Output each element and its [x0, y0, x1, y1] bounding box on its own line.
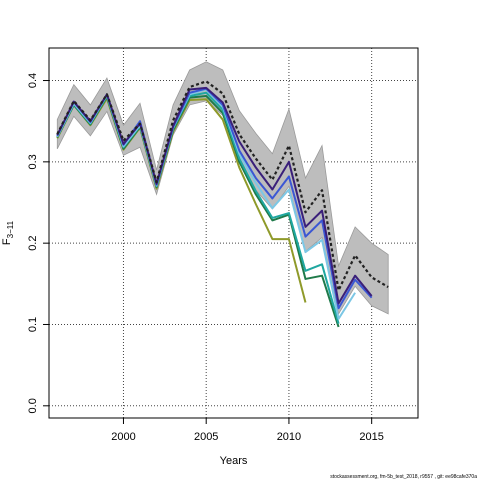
- x-tick-label: 2000: [111, 431, 135, 443]
- series-line-6: [56, 86, 373, 305]
- series-lines: [56, 80, 389, 328]
- y-axis-label-main: F: [1, 238, 13, 245]
- x-axis: 2000 2005 2010 2015: [111, 418, 384, 443]
- y-tick-label: 0.3: [27, 154, 39, 169]
- x-tick-label: 2010: [277, 431, 301, 443]
- y-axis: 0.0 0.1 0.2 0.3 0.4: [27, 73, 49, 413]
- y-tick-label: 0.0: [27, 398, 39, 413]
- y-tick-label: 0.4: [27, 73, 39, 88]
- series-line-7: [56, 80, 389, 292]
- x-tick-label: 2005: [194, 431, 218, 443]
- x-tick-label: 2015: [359, 431, 383, 443]
- plot-frame: [48, 47, 419, 419]
- y-tick-label: 0.1: [27, 317, 39, 332]
- y-tick-label: 0.2: [27, 236, 39, 251]
- y-axis-label: F3−11: [1, 220, 15, 245]
- x-axis-label: Years: [220, 455, 248, 467]
- y-axis-label-subscript: 3−11: [6, 220, 15, 238]
- footer-text: stockassessment.org, fm-5b_test_2018, r9…: [330, 474, 477, 480]
